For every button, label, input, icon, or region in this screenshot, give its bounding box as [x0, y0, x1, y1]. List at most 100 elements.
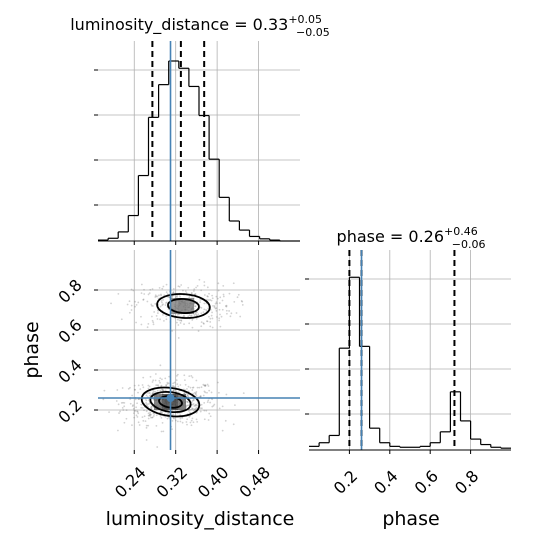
- sample-point: [188, 410, 190, 412]
- sample-point: [148, 414, 151, 417]
- sample-point: [149, 288, 152, 291]
- sample-point: [125, 409, 128, 412]
- sample-point: [208, 389, 211, 392]
- sample-point: [222, 284, 225, 287]
- sample-point: [189, 421, 192, 424]
- sample-point: [199, 395, 202, 398]
- sample-point: [219, 313, 221, 316]
- sample-point: [146, 403, 149, 406]
- title-upper-error: +0.05: [288, 13, 322, 26]
- sample-point: [198, 386, 201, 389]
- sample-point: [179, 322, 182, 324]
- sample-point: [194, 393, 197, 396]
- sample-point: [152, 415, 155, 417]
- sample-point: [134, 300, 137, 303]
- sample-point: [146, 300, 149, 303]
- sample-point: [142, 298, 145, 301]
- sample-point: [140, 406, 143, 409]
- sample-point: [146, 326, 149, 329]
- sample-point: [151, 416, 153, 419]
- sample-point: [152, 389, 154, 392]
- sample-point: [151, 392, 154, 395]
- sample-point: [128, 300, 131, 303]
- sample-point: [147, 387, 150, 390]
- sample-point: [157, 384, 160, 387]
- sample-point: [196, 386, 199, 389]
- sample-point: [160, 293, 162, 296]
- sample-point: [172, 287, 175, 290]
- x-axis-label-phase: phase: [382, 508, 439, 530]
- sample-point: [147, 414, 150, 417]
- sample-point: [204, 384, 207, 387]
- hist-title-luminosity-distance: luminosity_distance = 0.33+0.05 −0.05: [70, 13, 330, 39]
- sample-point: [186, 401, 189, 404]
- sample-point: [172, 291, 175, 294]
- sample-point: [226, 312, 228, 315]
- sample-point: [152, 323, 155, 326]
- sample-point: [151, 288, 154, 290]
- sample-point: [195, 392, 197, 395]
- sample-point: [185, 291, 188, 294]
- sample-point: [150, 416, 152, 419]
- sample-point: [206, 320, 209, 323]
- sample-point: [212, 304, 214, 307]
- sample-point: [193, 408, 196, 411]
- sample-point: [190, 292, 193, 295]
- sample-point: [127, 387, 130, 390]
- sample-point: [167, 412, 169, 415]
- sample-point: [221, 429, 224, 432]
- sample-point: [162, 303, 164, 306]
- sample-point: [193, 391, 196, 394]
- sample-point: [199, 410, 202, 413]
- sample-point: [171, 409, 174, 412]
- sample-point: [155, 425, 158, 427]
- sample-point: [196, 311, 198, 314]
- sample-point: [222, 295, 225, 298]
- sample-point: [139, 388, 142, 390]
- panel-frame: [309, 250, 511, 450]
- sample-point: [110, 302, 112, 305]
- sample-point: [203, 409, 206, 412]
- panel-joint-density: 0.24 0.32 0.40 0.48 0.2 0.4 0.6 0.8: [54, 250, 300, 501]
- sample-point: [118, 412, 120, 414]
- sample-point: [141, 407, 144, 409]
- sample-point: [145, 439, 148, 441]
- sample-point: [182, 314, 185, 317]
- sample-point: [159, 305, 162, 308]
- sample-point: [140, 323, 143, 326]
- sample-point: [194, 293, 197, 296]
- sample-point: [205, 298, 208, 301]
- sample-point: [187, 395, 190, 398]
- sample-point: [149, 414, 152, 417]
- sample-point: [132, 407, 135, 410]
- sample-point: [163, 320, 165, 322]
- sample-point: [218, 317, 221, 320]
- tick-labels: 0.2 0.4 0.6 0.8: [330, 466, 483, 497]
- sample-point: [203, 294, 206, 296]
- y-tick-label: 0.2: [54, 395, 85, 426]
- sample-point: [144, 420, 147, 423]
- sample-point: [191, 326, 194, 329]
- sample-point: [173, 417, 175, 420]
- sample-point: [190, 375, 193, 377]
- sample-point: [190, 315, 192, 318]
- sample-point: [116, 389, 119, 391]
- sample-point: [141, 416, 144, 419]
- sample-point: [193, 398, 195, 401]
- sample-point: [162, 285, 165, 288]
- sample-point: [225, 309, 228, 312]
- sample-point: [146, 392, 149, 394]
- sample-point: [172, 413, 175, 416]
- sample-point: [137, 384, 140, 387]
- title-lower-error: −0.06: [452, 238, 486, 251]
- sample-point: [150, 407, 153, 410]
- sample-point: [150, 406, 152, 409]
- sample-point: [152, 321, 155, 324]
- sample-point: [147, 293, 150, 296]
- title-lower-error: −0.05: [296, 26, 330, 39]
- sample-point: [148, 392, 151, 394]
- sample-point: [186, 423, 188, 426]
- contour-line: [149, 390, 192, 414]
- sample-point: [199, 407, 202, 410]
